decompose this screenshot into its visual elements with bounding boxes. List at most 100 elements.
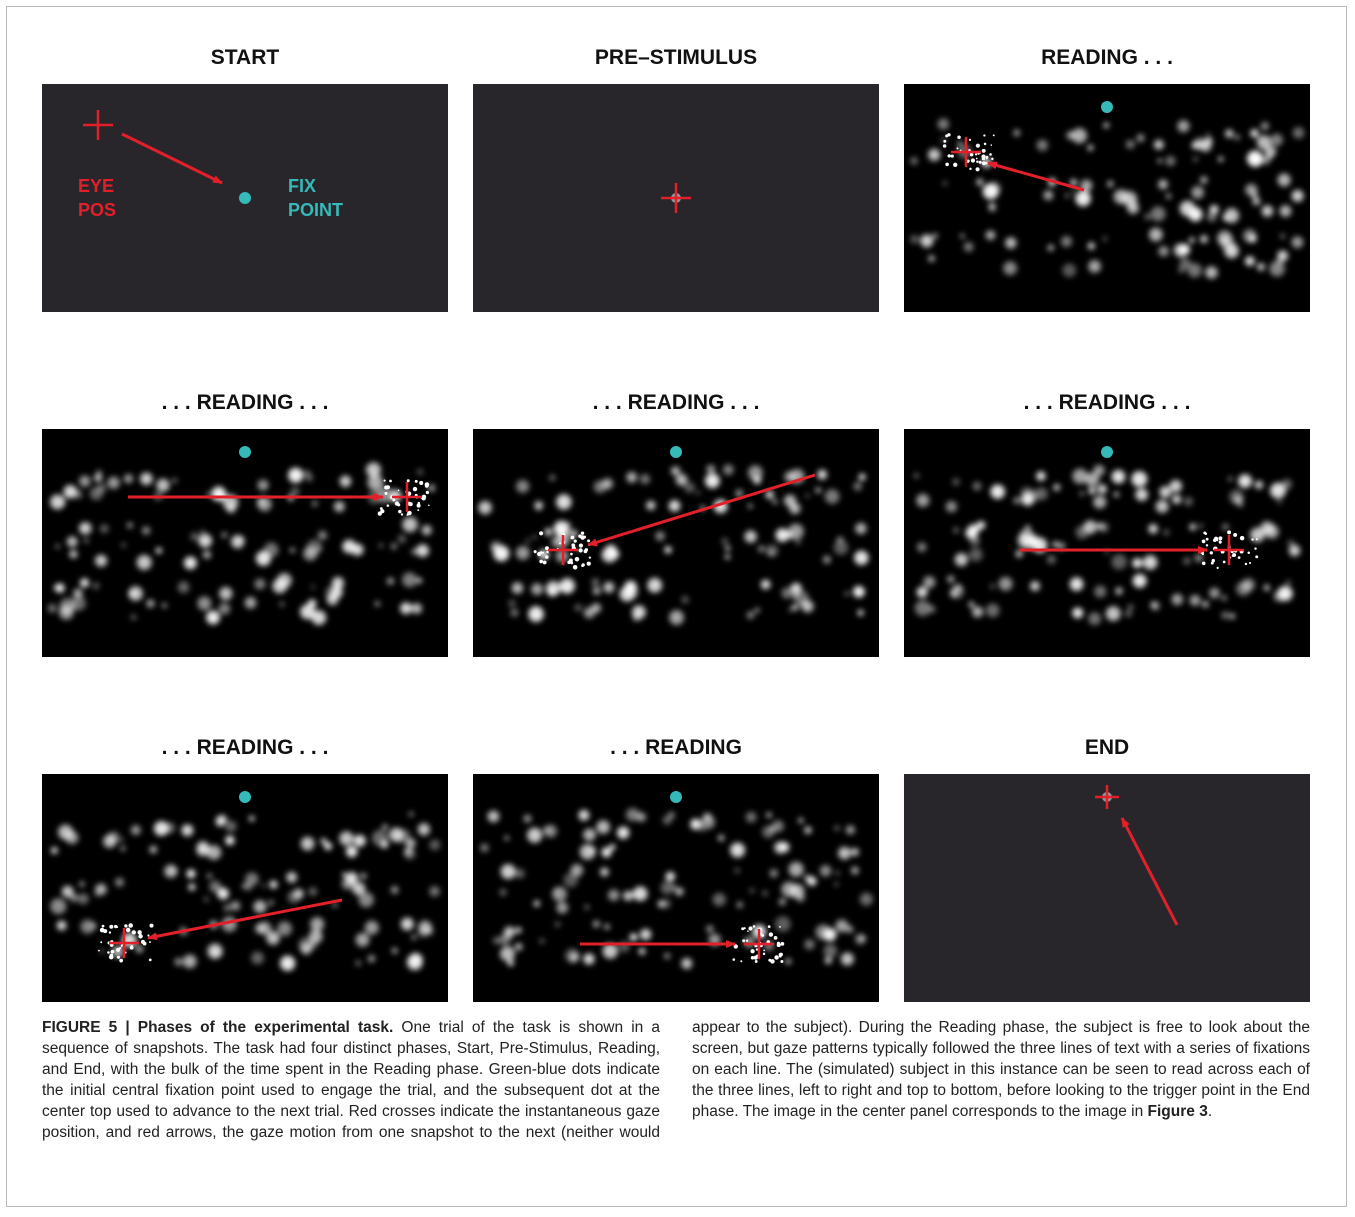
blob xyxy=(1127,201,1140,214)
dot xyxy=(978,160,982,164)
blob xyxy=(853,585,865,598)
blob xyxy=(1069,577,1084,592)
blob xyxy=(219,586,233,601)
panel-title: END xyxy=(1085,736,1129,759)
blob xyxy=(734,868,740,874)
blob xyxy=(183,556,197,570)
blob xyxy=(1094,585,1107,598)
text-blobs xyxy=(480,808,873,970)
blob xyxy=(164,864,178,878)
dot xyxy=(945,162,949,167)
gaze-cross xyxy=(109,928,139,958)
blob xyxy=(1183,557,1191,565)
blob xyxy=(718,834,725,841)
blob xyxy=(1087,242,1095,250)
sharp-dots xyxy=(97,923,154,963)
blob xyxy=(928,255,935,262)
gaze-arrow xyxy=(121,132,223,185)
blob xyxy=(202,550,212,559)
dot xyxy=(581,563,585,567)
blob xyxy=(411,934,417,940)
blob xyxy=(783,494,797,507)
dot xyxy=(1251,538,1254,541)
blob xyxy=(230,900,241,911)
blob xyxy=(968,601,975,608)
dot xyxy=(745,939,749,942)
blob xyxy=(107,476,120,489)
gaze-cross xyxy=(661,183,691,213)
blob xyxy=(791,603,799,611)
blob xyxy=(342,872,347,877)
dot xyxy=(1201,561,1206,566)
blob xyxy=(504,836,509,841)
dot xyxy=(1255,538,1258,541)
blob xyxy=(186,869,196,879)
blob xyxy=(690,818,702,830)
fix-label: FIX xyxy=(288,176,316,196)
blob xyxy=(392,947,397,953)
panel-title: . . . READING xyxy=(610,736,742,759)
blob xyxy=(268,899,275,906)
blob xyxy=(1052,541,1059,548)
blob xyxy=(1155,499,1169,513)
blob xyxy=(845,825,856,835)
panel xyxy=(473,774,879,1002)
blob xyxy=(646,500,656,511)
blob xyxy=(1088,259,1101,273)
blob xyxy=(525,538,531,544)
blob xyxy=(1193,156,1198,162)
blob xyxy=(1243,229,1257,243)
blob xyxy=(1158,179,1169,190)
blob xyxy=(61,885,74,898)
dot xyxy=(1216,566,1219,570)
panel xyxy=(42,429,448,657)
blob xyxy=(253,900,267,914)
blob xyxy=(1132,558,1143,569)
dot xyxy=(588,556,591,559)
blob xyxy=(1013,129,1021,137)
dot xyxy=(974,153,978,156)
blob xyxy=(411,548,418,555)
blob xyxy=(549,474,556,481)
gaze-cross xyxy=(1095,785,1119,809)
dot xyxy=(966,160,970,164)
blob xyxy=(976,178,984,186)
panel-background xyxy=(473,774,879,1002)
gaze-cross xyxy=(392,482,422,512)
blob xyxy=(569,529,578,539)
dot xyxy=(417,509,420,512)
dot xyxy=(1203,531,1207,535)
blob xyxy=(206,873,213,879)
blob xyxy=(593,480,607,494)
blob xyxy=(574,604,582,612)
dot xyxy=(120,944,123,948)
panel xyxy=(473,84,879,312)
blob xyxy=(819,865,832,877)
blob xyxy=(1270,133,1283,147)
blob xyxy=(760,579,771,590)
blob xyxy=(1172,494,1182,505)
blob xyxy=(130,614,137,620)
blob xyxy=(785,958,792,965)
blob xyxy=(960,234,965,239)
blob xyxy=(1225,129,1234,138)
blob xyxy=(749,888,755,893)
blob xyxy=(1256,135,1272,150)
blob xyxy=(772,499,778,505)
blob xyxy=(69,893,79,903)
blob xyxy=(1205,137,1213,145)
blob xyxy=(835,919,849,933)
blob xyxy=(928,605,936,614)
blob xyxy=(223,903,232,913)
dot xyxy=(750,956,755,960)
blob xyxy=(855,522,867,535)
blob xyxy=(592,920,601,928)
blob xyxy=(339,475,352,488)
blob xyxy=(544,824,557,838)
blob xyxy=(1260,122,1270,131)
gaze-arrow xyxy=(147,898,343,941)
blob xyxy=(859,892,873,906)
dot xyxy=(129,945,134,950)
blob xyxy=(531,583,544,596)
blob xyxy=(1072,607,1084,619)
